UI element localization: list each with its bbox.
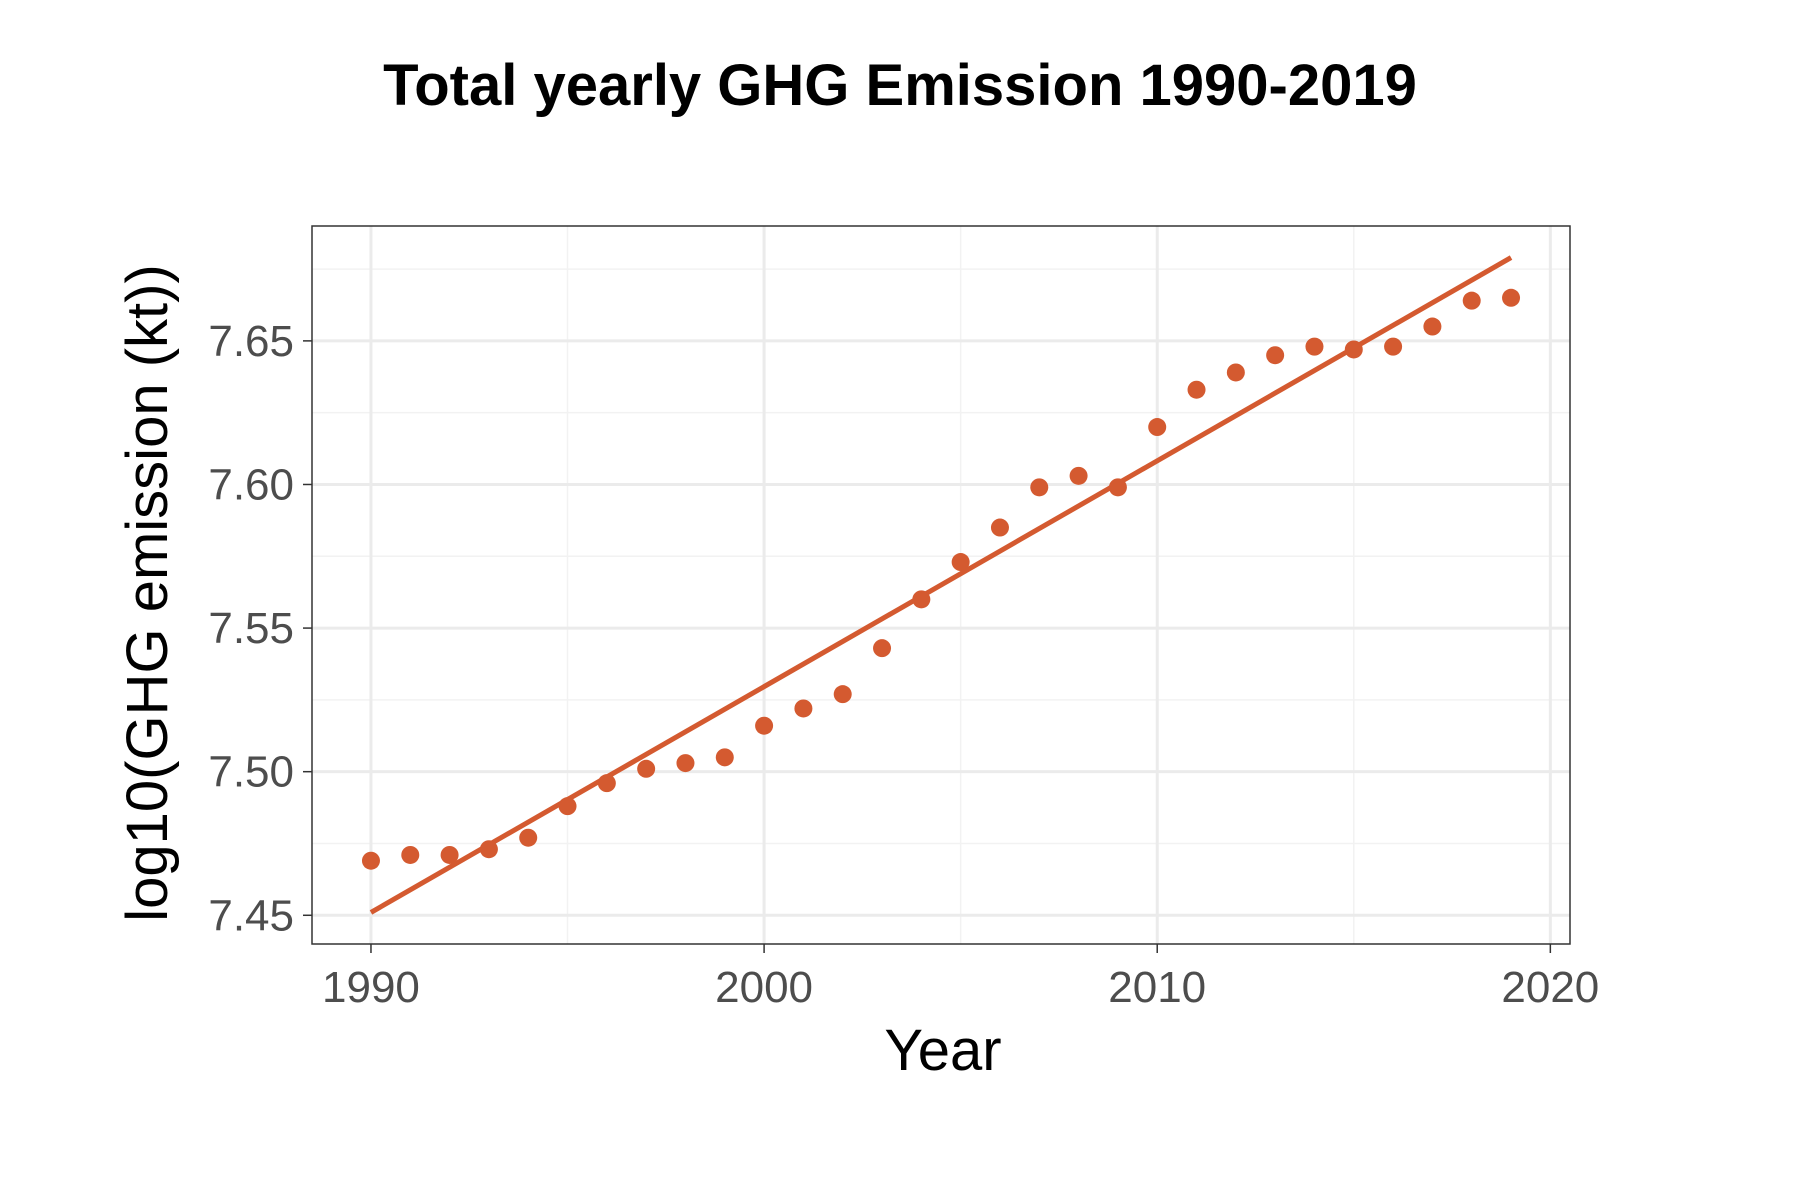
axis-ticks [303, 340, 1552, 953]
x-axis-label: Year [884, 1018, 1001, 1083]
x-tick-label: 2010 [1108, 963, 1206, 1012]
data-point [558, 797, 577, 816]
data-point [912, 590, 931, 609]
data-point [990, 518, 1009, 537]
y-tick-label: 7.45 [208, 891, 294, 940]
x-tick-label: 2020 [1501, 963, 1599, 1012]
y-tick-label: 7.60 [208, 460, 294, 509]
data-point [1305, 337, 1324, 356]
data-point [440, 845, 459, 864]
data-point [1069, 466, 1088, 485]
x-tick-label: 2000 [715, 963, 813, 1012]
data-point [715, 748, 734, 767]
data-point [637, 759, 656, 778]
data-point [1148, 418, 1167, 437]
data-point [1030, 478, 1049, 497]
y-tick-label: 7.55 [208, 604, 294, 653]
data-point [1462, 291, 1481, 310]
data-point [676, 754, 695, 773]
data-point [833, 685, 852, 704]
data-points [361, 288, 1521, 870]
plot-panel-border [311, 225, 1571, 945]
data-point [361, 851, 380, 870]
data-point [1187, 380, 1206, 399]
data-point [401, 845, 420, 864]
data-point [597, 774, 616, 793]
data-point [873, 639, 892, 658]
x-tick-label: 1990 [322, 963, 420, 1012]
data-point [1344, 340, 1363, 359]
y-tick-label: 7.50 [208, 748, 294, 797]
data-point [1384, 337, 1403, 356]
data-point [1423, 317, 1442, 336]
data-point [1108, 478, 1127, 497]
data-point [519, 828, 538, 847]
data-point [794, 699, 813, 718]
data-point [1226, 363, 1245, 382]
data-point [1502, 288, 1521, 307]
chart-title: Total yearly GHG Emission 1990-2019 [383, 53, 1417, 118]
data-point [1266, 346, 1285, 365]
data-point [951, 553, 970, 572]
y-tick-label: 7.65 [208, 317, 294, 366]
data-point [755, 716, 774, 735]
data-point [479, 840, 498, 859]
tick-labels: 1990 2000 2010 2020 7.45 7.50 7.55 7.60 7.65 [208, 317, 1599, 1012]
y-axis-label: log10(GHG emission (kt)) [115, 264, 180, 921]
